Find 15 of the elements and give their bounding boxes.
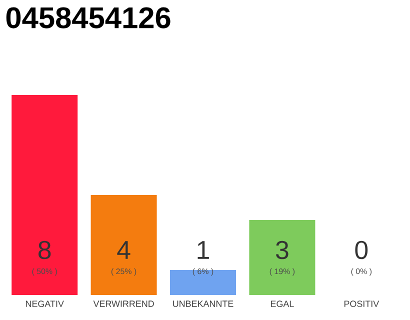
bar: [249, 220, 316, 295]
x-tick-label: UNBEKANNTE: [173, 300, 234, 307]
chart-title: 0458454126: [6, 7, 170, 28]
data-label: 3: [276, 240, 288, 260]
data-label: 4: [117, 241, 130, 259]
bar: [170, 270, 236, 295]
bar: [90, 195, 157, 295]
x-tick-label: NEGATIV: [26, 300, 64, 307]
data-label: 0: [355, 240, 368, 260]
bar: [12, 95, 78, 295]
data-label: 1: [198, 241, 209, 259]
x-tick-label: POSITIV: [344, 300, 380, 307]
x-tick-label: EGAL: [270, 300, 294, 307]
x-tick-label: VERWIRREND: [93, 300, 154, 307]
data-label: 8: [38, 240, 51, 260]
